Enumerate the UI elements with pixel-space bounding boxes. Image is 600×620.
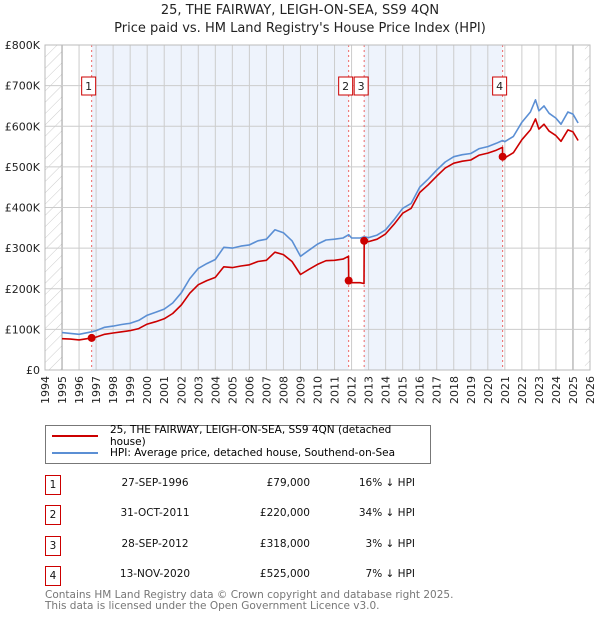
x-tick-label: 2001: [158, 376, 171, 404]
legend-item-hpi: HPI: Average price, detached house, Sout…: [52, 445, 395, 461]
sale-hpi-diff: 7% ↓ HPI: [365, 568, 415, 580]
x-tick-label: 2002: [175, 376, 188, 404]
sale-date: 28-SEP-2012: [121, 538, 189, 550]
chart-subtitle: Price paid vs. HM Land Registry's House …: [114, 21, 486, 36]
legend: 25, THE FAIRWAY, LEIGH-ON-SEA, SS9 4QN (…: [45, 424, 431, 464]
legend-swatch-price: [52, 435, 98, 437]
sale-row: 4 13-NOV-2020 £525,000 7% ↓ HPI: [45, 566, 445, 586]
y-tick-label: £700K: [5, 80, 41, 93]
x-tick-label: 1994: [39, 376, 52, 404]
x-tick-label: 2018: [448, 376, 461, 404]
y-tick-label: £500K: [5, 161, 41, 174]
sale-number: 1: [45, 475, 61, 495]
sale-number: 2: [45, 505, 61, 525]
x-tick-label: 2015: [397, 376, 410, 404]
y-tick-label: £0: [26, 364, 40, 377]
x-tick-label: 2014: [380, 376, 393, 404]
sale-price: £318,000: [259, 538, 310, 550]
x-tick-label: 2008: [277, 376, 290, 404]
sale-row: 2 31-OCT-2011 £220,000 34% ↓ HPI: [45, 505, 445, 525]
x-tick-label: 2023: [533, 376, 546, 404]
x-tick-label: 2011: [329, 376, 342, 404]
y-tick-label: £300K: [5, 242, 41, 255]
legend-item-price: 25, THE FAIRWAY, LEIGH-ON-SEA, SS9 4QN (…: [52, 424, 430, 448]
y-tick-label: £400K: [5, 202, 41, 215]
sale-date: 27-SEP-1996: [121, 477, 189, 489]
x-tick-label: 1998: [107, 376, 120, 404]
x-tick-label: 1997: [90, 376, 103, 404]
x-tick-label: 2000: [141, 376, 154, 404]
sale-point: [498, 152, 507, 161]
x-tick-label: 2024: [550, 376, 563, 404]
y-tick-label: £800K: [5, 39, 41, 52]
sale-hpi-diff: 34% ↓ HPI: [358, 507, 415, 519]
x-tick-label: 2017: [431, 376, 444, 404]
x-tick-label: 2010: [312, 376, 325, 404]
sale-point: [87, 333, 96, 342]
sale-point: [360, 236, 369, 245]
sale-price: £525,000: [259, 568, 310, 580]
x-tick-label: 2013: [363, 376, 376, 404]
x-tick-label: 2012: [346, 376, 359, 404]
sale-hpi-diff: 16% ↓ HPI: [358, 477, 415, 489]
y-tick-label: £100K: [5, 323, 41, 336]
sale-marker-label: 2: [342, 80, 349, 93]
sale-marker-label: 1: [85, 80, 92, 93]
y-tick-label: £600K: [5, 120, 41, 133]
x-tick-label: 2009: [294, 376, 307, 404]
x-tick-label: 1995: [56, 376, 69, 404]
x-tick-label: 2003: [192, 376, 205, 404]
x-tick-label: 2007: [260, 376, 273, 404]
x-tick-label: 2022: [516, 376, 529, 404]
sale-date: 13-NOV-2020: [119, 568, 191, 580]
sale-marker-label: 3: [358, 80, 365, 93]
x-tick-label: 1996: [73, 376, 86, 404]
x-tick-label: 2019: [465, 376, 478, 404]
sale-number: 3: [45, 536, 61, 556]
sale-point: [344, 276, 353, 285]
legend-swatch-hpi: [52, 452, 98, 454]
x-tick-label: 2004: [209, 376, 222, 404]
sale-date: 31-OCT-2011: [120, 507, 190, 519]
sale-row: 3 28-SEP-2012 £318,000 3% ↓ HPI: [45, 536, 445, 556]
footer: Contains HM Land Registry data © Crown c…: [45, 590, 453, 612]
footer-copyright: Contains HM Land Registry data © Crown c…: [45, 589, 454, 601]
x-tick-label: 2021: [499, 376, 512, 404]
hpi-line: [61, 99, 579, 336]
sale-marker-box: [81, 76, 97, 96]
plot-border: [44, 44, 591, 371]
sale-price: £79,000: [266, 477, 310, 489]
sale-marker-box: [338, 76, 354, 96]
sale-marker-box: [492, 76, 508, 96]
chart-title: 25, THE FAIRWAY, LEIGH-ON-SEA, SS9 4QN: [160, 3, 440, 18]
footer-licence: This data is licensed under the Open Gov…: [45, 600, 380, 612]
sale-number: 4: [45, 566, 61, 586]
x-tick-label: 2016: [414, 376, 427, 404]
sale-price: £220,000: [259, 507, 310, 519]
x-tick-label: 2006: [243, 376, 256, 404]
sale-marker-label: 4: [496, 80, 503, 93]
x-tick-label: 2026: [584, 376, 597, 404]
sale-hpi-diff: 3% ↓ HPI: [365, 538, 415, 550]
y-tick-label: £200K: [5, 283, 41, 296]
price-chart: 1994 1995 1996 1997 1998 1999 2000 2001 2002 2003…: [5, 39, 597, 404]
x-tick-label: 1999: [124, 376, 137, 404]
sale-marker-box: [353, 76, 369, 96]
x-tick-label: 2005: [226, 376, 239, 404]
x-tick-label: 2020: [482, 376, 495, 404]
sale-row: 1 27-SEP-1996 £79,000 16% ↓ HPI: [45, 475, 445, 495]
legend-label-hpi: HPI: Average price, detached house, Sout…: [110, 447, 396, 459]
legend-label-price: 25, THE FAIRWAY, LEIGH-ON-SEA, SS9 4QN (…: [109, 424, 392, 448]
x-tick-label: 2025: [567, 376, 580, 404]
